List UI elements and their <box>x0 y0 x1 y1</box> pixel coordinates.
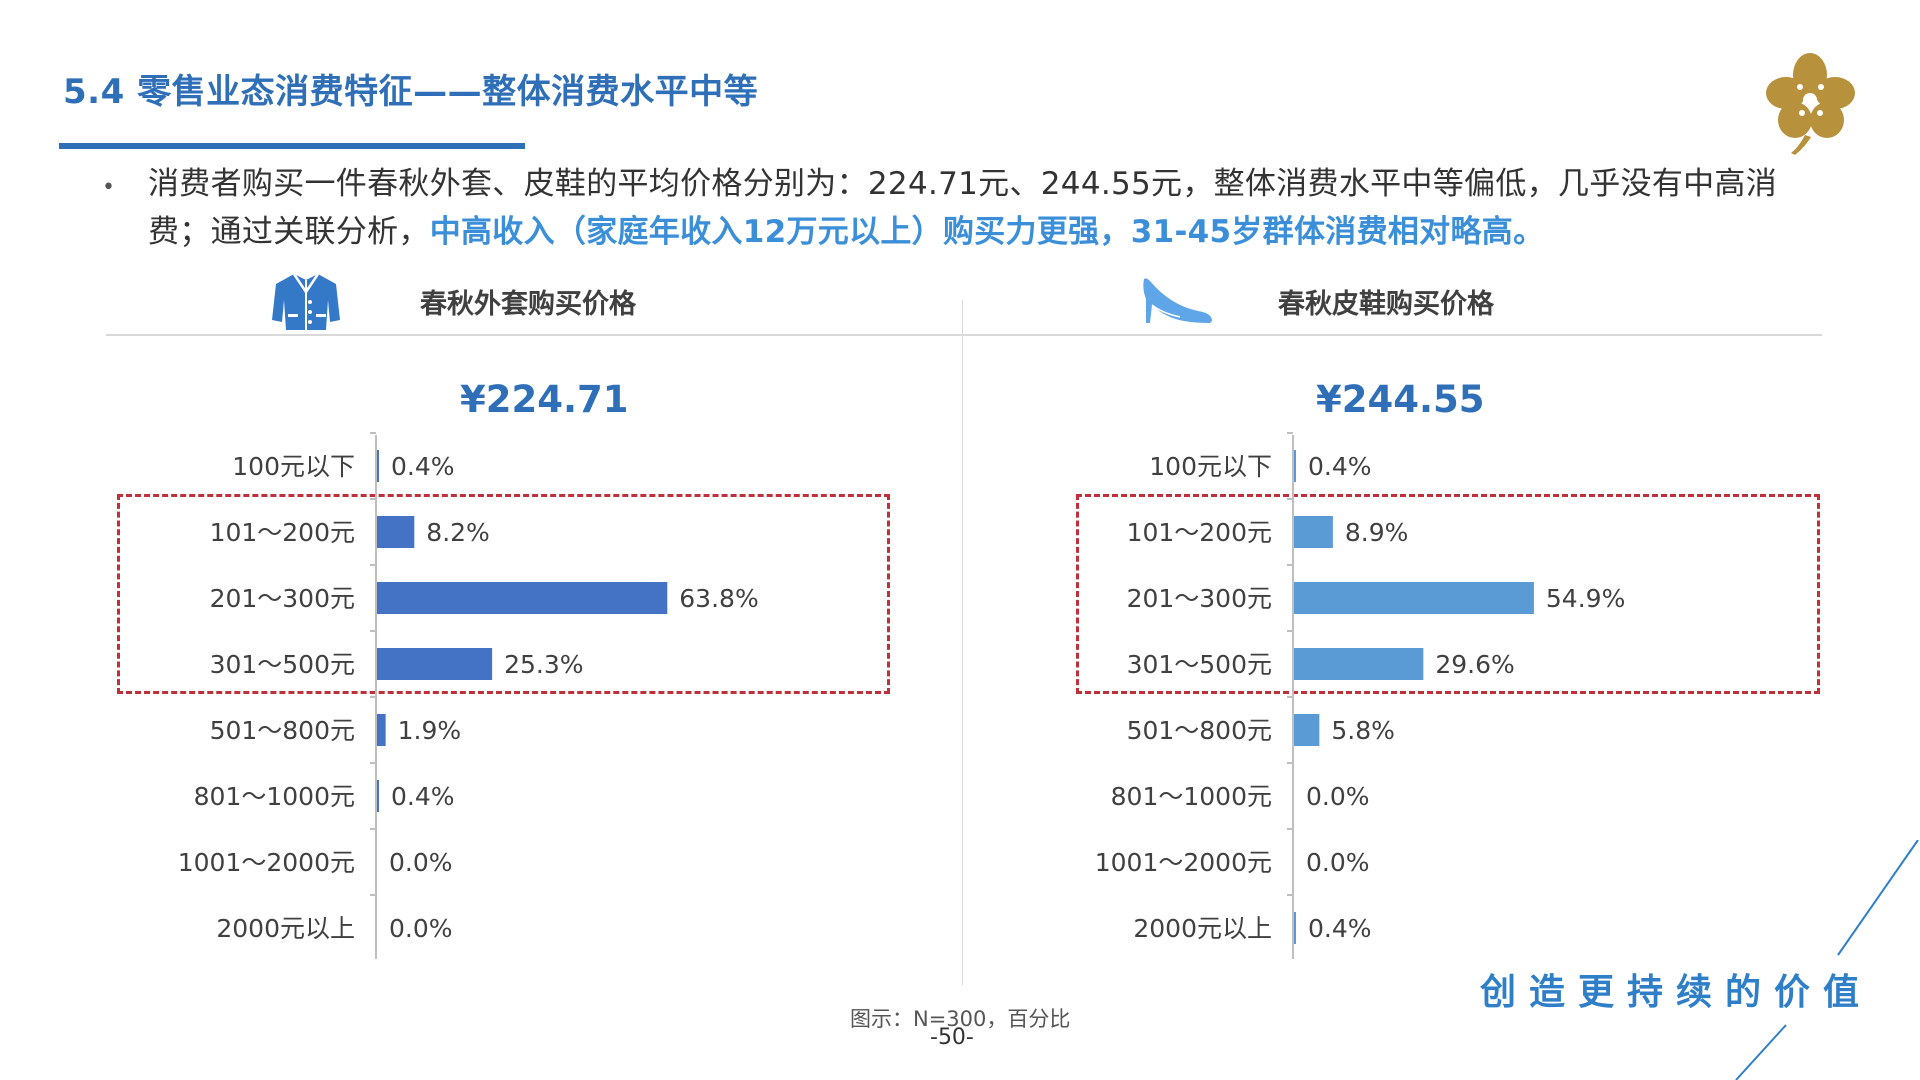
shoes-category-label: 201～300元 <box>1127 584 1272 613</box>
slogan: 创造更持续的价值 <box>1480 972 1873 1013</box>
coat-data-label: 0.0% <box>389 914 453 943</box>
high-heel-icon <box>1143 278 1212 323</box>
jacket-icon <box>272 273 340 330</box>
shoes-category-label: 101～200元 <box>1127 518 1272 547</box>
shoes-bar <box>1294 912 1296 944</box>
shoes-data-label: 0.4% <box>1308 452 1372 481</box>
shoes-bar <box>1294 516 1333 548</box>
coat-category-label: 301～500元 <box>210 650 355 679</box>
coat-data-label: 0.0% <box>389 848 453 877</box>
coat-bar <box>377 450 379 482</box>
coat-category-label: 2000元以上 <box>216 914 355 943</box>
header-divider <box>106 334 1822 336</box>
chart-footnote: 图示：N=300，百分比 <box>850 1007 1071 1031</box>
shoes-bar <box>1294 648 1424 680</box>
bullet-marker: • <box>102 175 115 200</box>
shoes-bar <box>1294 450 1296 482</box>
summary-highlight: 中高收入（家庭年收入12万元以上）购买力更强，31-45岁群体消费相对略高。 <box>429 214 1545 250</box>
shoes-category-label: 100元以下 <box>1149 452 1272 481</box>
shoes-section-title: 春秋皮鞋购买价格 <box>1278 289 1494 320</box>
coat-data-label: 0.4% <box>391 782 455 811</box>
decorative-lines <box>1735 840 1919 1080</box>
shoes-bar <box>1294 582 1534 614</box>
shoes-data-label: 5.8% <box>1331 716 1395 745</box>
shoes-data-label: 29.6% <box>1435 650 1514 679</box>
coat-category-label: 501～800元 <box>210 716 355 745</box>
coat-category-label: 201～300元 <box>210 584 355 613</box>
coat-data-label: 63.8% <box>679 584 758 613</box>
coat-data-label: 25.3% <box>504 650 583 679</box>
coat-section-title: 春秋外套购买价格 <box>420 289 636 320</box>
page-number: -50- <box>930 1025 974 1050</box>
coat-data-label: 1.9% <box>398 716 462 745</box>
panel-divider <box>962 300 963 985</box>
coat-category-label: 100元以下 <box>232 452 355 481</box>
shoes-category-label: 501～800元 <box>1127 716 1272 745</box>
shoes-average-price: ¥244.55 <box>1316 378 1485 421</box>
coat-bar <box>377 780 379 812</box>
shoes-data-label: 54.9% <box>1546 584 1625 613</box>
shoes-data-label: 0.0% <box>1306 782 1370 811</box>
coat-data-label: 8.2% <box>426 518 490 547</box>
flower-logo-icon <box>1766 53 1855 155</box>
shoes-category-label: 2000元以上 <box>1133 914 1272 943</box>
coat-bar <box>377 516 415 548</box>
summary-plain: 消费者购买一件春秋外套、皮鞋的平均价格分别为：224.71元、244.55元，整… <box>148 166 1778 250</box>
shoes-highlight-box <box>1076 494 1820 694</box>
coat-data-label: 0.4% <box>391 452 455 481</box>
page-title: 5.4 零售业态消费特征——整体消费水平中等 <box>63 72 759 112</box>
coat-highlight-box <box>117 494 890 694</box>
coat-bar <box>377 648 493 680</box>
shoes-data-label: 0.0% <box>1306 848 1370 877</box>
shoes-bar <box>1294 714 1320 746</box>
coat-category-label: 101～200元 <box>210 518 355 547</box>
shoes-data-label: 0.4% <box>1308 914 1372 943</box>
shoes-category-label: 801～1000元 <box>1111 782 1272 811</box>
summary-text: 消费者购买一件春秋外套、皮鞋的平均价格分别为：224.71元、244.55元，整… <box>148 160 1828 256</box>
shoes-category-label: 301～500元 <box>1127 650 1272 679</box>
coat-average-price: ¥224.71 <box>460 378 629 421</box>
coat-bar <box>377 714 386 746</box>
shoes-category-label: 1001～2000元 <box>1095 848 1272 877</box>
coat-bar <box>377 582 668 614</box>
shoes-data-label: 8.9% <box>1345 518 1409 547</box>
coat-category-label: 1001～2000元 <box>178 848 355 877</box>
coat-category-label: 801～1000元 <box>194 782 355 811</box>
title-underline <box>59 143 525 149</box>
